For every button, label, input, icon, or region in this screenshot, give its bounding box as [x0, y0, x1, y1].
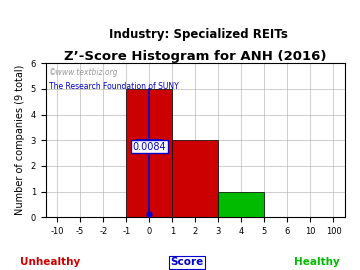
- Text: ©www.textbiz.org: ©www.textbiz.org: [49, 68, 118, 77]
- Text: Score: Score: [171, 257, 204, 267]
- Y-axis label: Number of companies (9 total): Number of companies (9 total): [15, 65, 25, 215]
- Text: Industry: Specialized REITs: Industry: Specialized REITs: [109, 28, 287, 41]
- Bar: [126, 89, 172, 217]
- Title: Z’-Score Histogram for ANH (2016): Z’-Score Histogram for ANH (2016): [64, 50, 327, 63]
- Text: The Research Foundation of SUNY: The Research Foundation of SUNY: [49, 82, 179, 91]
- Text: Unhealthy: Unhealthy: [20, 257, 81, 267]
- Bar: [172, 140, 219, 217]
- Bar: [219, 192, 264, 217]
- Text: 0.0084: 0.0084: [132, 142, 166, 152]
- Text: Healthy: Healthy: [294, 257, 340, 267]
